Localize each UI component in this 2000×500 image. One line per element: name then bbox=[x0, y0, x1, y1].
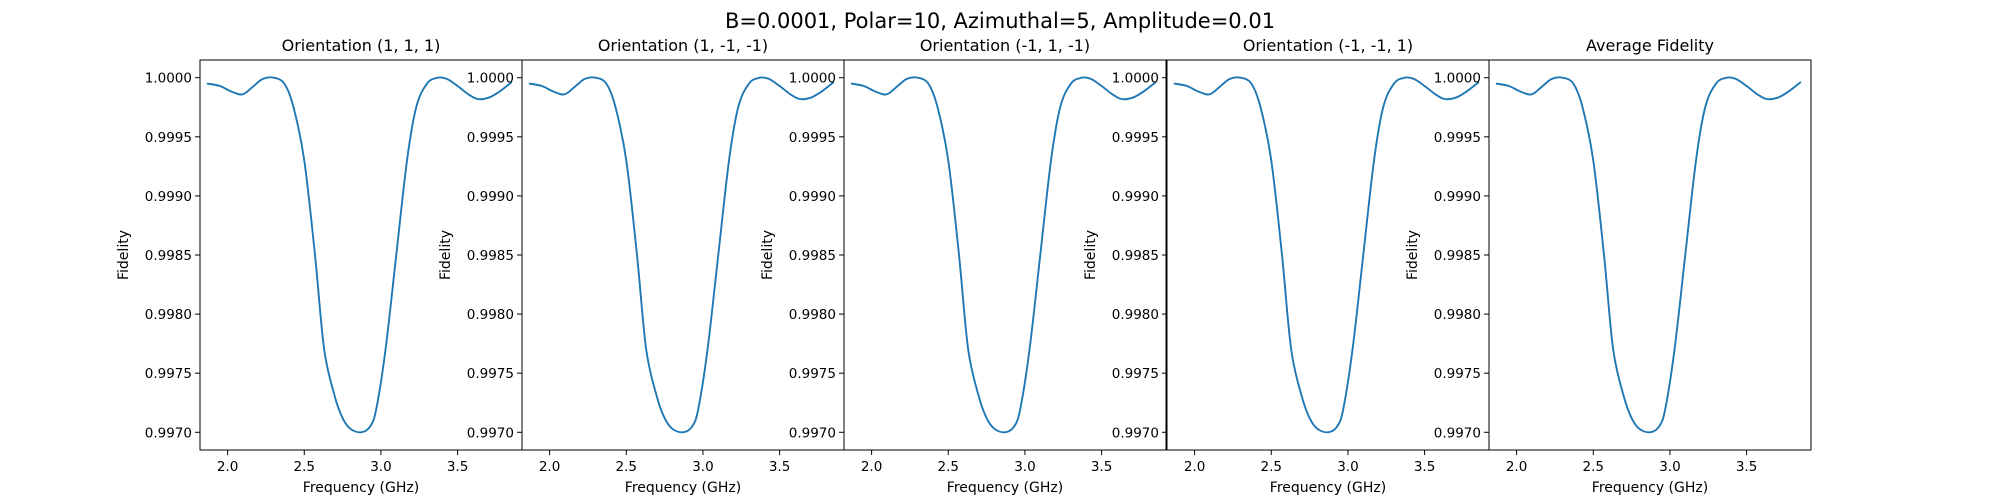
y-tick-label: 0.9995 bbox=[789, 130, 836, 146]
x-axis-label: Frequency (GHz) bbox=[625, 480, 741, 496]
y-tick-label: 0.9980 bbox=[789, 307, 836, 323]
y-tick-label: 1.0000 bbox=[789, 71, 836, 87]
subplot-2: Orientation (1, -1, -1) 2.0 2.5 3.0 3.5 0.997… bbox=[438, 36, 845, 496]
fidelity-line bbox=[850, 76, 1157, 434]
x-tick-label: 2.5 bbox=[938, 459, 959, 475]
x-tick-label: 2.0 bbox=[861, 459, 882, 475]
y-tick-label: 0.9975 bbox=[145, 366, 192, 382]
x-tick-label: 2.5 bbox=[294, 459, 315, 475]
plot-frame bbox=[199, 59, 523, 451]
y-tick-label: 0.9970 bbox=[789, 425, 836, 441]
y-tick-label: 0.9975 bbox=[1434, 366, 1481, 382]
y-tick-label: 0.9990 bbox=[145, 189, 192, 205]
y-tick-label: 0.9980 bbox=[1112, 307, 1159, 323]
x-axis-label: Frequency (GHz) bbox=[303, 480, 419, 496]
y-tick-label: 0.9975 bbox=[1112, 366, 1159, 382]
fidelity-line bbox=[206, 76, 513, 434]
y-tick-label: 0.9985 bbox=[145, 248, 192, 264]
y-tick-label: 0.9980 bbox=[145, 307, 192, 323]
subplot-1: Orientation (1, 1, 1) 2.0 2.5 3.0 3.5 0.9970 0… bbox=[116, 36, 523, 496]
x-axis-label: Frequency (GHz) bbox=[1592, 480, 1708, 496]
fidelity-line bbox=[1173, 76, 1480, 434]
subplot-5: Average Fidelity 2.0 2.5 3.0 3.5 0.9970 0.9975… bbox=[1405, 36, 1812, 496]
y-tick-label: 0.9970 bbox=[145, 425, 192, 441]
x-tick-label: 2.0 bbox=[1506, 459, 1527, 475]
y-tick-label: 0.9990 bbox=[1112, 189, 1159, 205]
y-axis-label: Fidelity bbox=[438, 230, 454, 280]
plot-frame bbox=[843, 59, 1167, 451]
x-tick-label: 3.0 bbox=[1659, 459, 1680, 475]
y-tick-label: 0.9975 bbox=[789, 366, 836, 382]
y-tick-label: 0.9990 bbox=[789, 189, 836, 205]
x-tick-label: 3.5 bbox=[1091, 459, 1112, 475]
x-tick-label: 3.0 bbox=[1014, 459, 1035, 475]
x-tick-label: 3.0 bbox=[370, 459, 391, 475]
y-axis-label: Fidelity bbox=[1405, 230, 1421, 280]
subplot-3: Orientation (-1, 1, -1) 2.0 2.5 3.0 3.5 0.997… bbox=[760, 36, 1167, 496]
x-axis-label: Frequency (GHz) bbox=[947, 480, 1063, 496]
subplot-title: Orientation (1, -1, -1) bbox=[598, 36, 768, 55]
y-tick-label: 0.9970 bbox=[467, 425, 514, 441]
y-axis-label: Fidelity bbox=[760, 230, 776, 280]
y-tick-label: 1.0000 bbox=[1112, 71, 1159, 87]
y-tick-label: 0.9980 bbox=[467, 307, 514, 323]
subplot-4: Orientation (-1, -1, 1) 2.0 2.5 3.0 3.5 0.997… bbox=[1083, 36, 1490, 496]
y-axis-label: Fidelity bbox=[1083, 230, 1099, 280]
x-tick-label: 3.5 bbox=[447, 459, 468, 475]
subplot-title: Orientation (1, 1, 1) bbox=[282, 36, 441, 55]
x-tick-label: 3.0 bbox=[1337, 459, 1358, 475]
y-tick-label: 0.9990 bbox=[467, 189, 514, 205]
x-tick-label: 3.5 bbox=[769, 459, 790, 475]
subplot-grid: Orientation (1, 1, 1) 2.0 2.5 3.0 3.5 0.9970 0… bbox=[116, 36, 1812, 496]
x-tick-label: 2.5 bbox=[1261, 459, 1282, 475]
y-axis-label: Fidelity bbox=[116, 230, 132, 280]
y-tick-label: 0.9985 bbox=[467, 248, 514, 264]
y-tick-label: 0.9980 bbox=[1434, 307, 1481, 323]
x-tick-label: 2.5 bbox=[1583, 459, 1604, 475]
plot-frame bbox=[521, 59, 845, 451]
figure-title: B=0.0001, Polar=10, Azimuthal=5, Amplitu… bbox=[725, 9, 1275, 33]
x-tick-label: 2.5 bbox=[616, 459, 637, 475]
plot-frame bbox=[1166, 59, 1490, 451]
x-tick-label: 3.5 bbox=[1736, 459, 1757, 475]
y-tick-label: 0.9995 bbox=[1434, 130, 1481, 146]
subplot-title: Orientation (-1, 1, -1) bbox=[920, 36, 1090, 55]
x-tick-label: 3.5 bbox=[1414, 459, 1435, 475]
subplot-title: Average Fidelity bbox=[1586, 36, 1714, 55]
x-axis-label: Frequency (GHz) bbox=[1270, 480, 1386, 496]
y-tick-label: 0.9995 bbox=[467, 130, 514, 146]
fidelity-line bbox=[1495, 76, 1802, 434]
plot-frame bbox=[1488, 59, 1812, 451]
x-tick-label: 3.0 bbox=[692, 459, 713, 475]
fidelity-line bbox=[528, 76, 835, 434]
x-tick-label: 2.0 bbox=[1184, 459, 1205, 475]
y-tick-label: 1.0000 bbox=[145, 71, 192, 87]
y-tick-label: 0.9995 bbox=[145, 130, 192, 146]
y-tick-label: 0.9995 bbox=[1112, 130, 1159, 146]
y-tick-label: 0.9975 bbox=[467, 366, 514, 382]
y-tick-label: 1.0000 bbox=[467, 71, 514, 87]
y-tick-label: 0.9970 bbox=[1112, 425, 1159, 441]
y-tick-label: 0.9985 bbox=[1112, 248, 1159, 264]
subplot-title: Orientation (-1, -1, 1) bbox=[1243, 36, 1413, 55]
x-tick-label: 2.0 bbox=[217, 459, 238, 475]
x-tick-label: 2.0 bbox=[539, 459, 560, 475]
y-tick-label: 0.9970 bbox=[1434, 425, 1481, 441]
y-tick-label: 0.9985 bbox=[789, 248, 836, 264]
y-tick-label: 0.9990 bbox=[1434, 189, 1481, 205]
y-tick-label: 0.9985 bbox=[1434, 248, 1481, 264]
y-tick-label: 1.0000 bbox=[1434, 71, 1481, 87]
